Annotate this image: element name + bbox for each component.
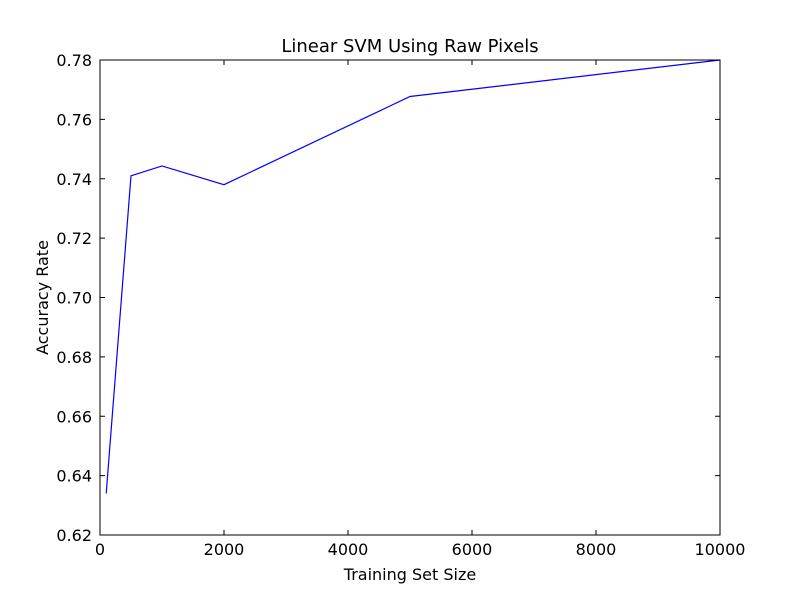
y-tick-label: 0.74 <box>56 170 92 189</box>
x-tick-label: 2000 <box>204 540 245 559</box>
y-tick-label: 0.78 <box>56 51 92 70</box>
axis-ticks: 0 2000 4000 6000 8000 10000 0.62 0.64 0.66 0.68 0.… <box>56 51 745 559</box>
y-tick-label: 0.68 <box>56 348 92 367</box>
x-tick-label: 6000 <box>452 540 493 559</box>
chart-title: Linear SVM Using Raw Pixels <box>281 36 538 57</box>
y-tick-label: 0.64 <box>56 467 92 486</box>
series-line-0 <box>105 59 721 494</box>
y-tick-label: 0.70 <box>56 289 92 308</box>
x-axis-label: Training Set Size <box>343 565 476 584</box>
plot-frame <box>99 59 721 536</box>
y-tick-label: 0.66 <box>56 407 92 426</box>
x-tick-label: 4000 <box>328 540 369 559</box>
x-tick-label: 10000 <box>695 540 746 559</box>
x-tick-label: 8000 <box>576 540 617 559</box>
y-axis-label: Accuracy Rate <box>33 240 52 355</box>
plot-area <box>100 60 720 535</box>
y-tick-label: 0.76 <box>56 110 92 129</box>
x-tick-label: 0 <box>95 540 105 559</box>
y-tick-label: 0.62 <box>56 526 92 545</box>
y-tick-label: 0.72 <box>56 229 92 248</box>
series-lines <box>105 59 721 494</box>
